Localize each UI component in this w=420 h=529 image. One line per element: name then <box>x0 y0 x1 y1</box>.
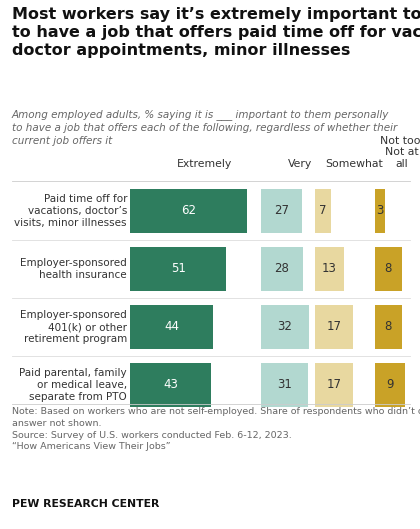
Text: Extremely: Extremely <box>177 159 233 169</box>
Text: Among employed adults, % saying it is ___ important to them personally
to have a: Among employed adults, % saying it is __… <box>12 109 397 145</box>
Text: Paid parental, family
or medical leave,
separate from PTO: Paid parental, family or medical leave, … <box>19 368 127 403</box>
Bar <box>261 305 309 349</box>
Text: 17: 17 <box>326 321 341 333</box>
Text: 13: 13 <box>322 262 337 276</box>
Bar <box>315 189 331 233</box>
Bar <box>375 363 405 407</box>
Text: 8: 8 <box>385 321 392 333</box>
Text: Not too/
Not at
all: Not too/ Not at all <box>380 136 420 169</box>
Bar <box>130 189 247 233</box>
Text: 7: 7 <box>319 205 327 217</box>
Text: 27: 27 <box>274 205 289 217</box>
Text: 28: 28 <box>275 262 289 276</box>
Text: Very: Very <box>288 159 312 169</box>
Bar <box>375 247 402 291</box>
Bar <box>261 189 302 233</box>
Bar <box>261 247 303 291</box>
Text: 32: 32 <box>278 321 292 333</box>
Text: 51: 51 <box>171 262 186 276</box>
Text: 31: 31 <box>277 379 291 391</box>
Text: 43: 43 <box>163 379 178 391</box>
Text: Employer-sponsored
401(k) or other
retirement program: Employer-sponsored 401(k) or other retir… <box>20 309 127 344</box>
Text: 17: 17 <box>326 379 341 391</box>
Text: 44: 44 <box>164 321 179 333</box>
Text: 62: 62 <box>181 205 196 217</box>
Bar <box>130 305 213 349</box>
Text: Somewhat: Somewhat <box>325 159 383 169</box>
Text: Note: Based on workers who are not self-employed. Share of respondents who didn’: Note: Based on workers who are not self-… <box>12 407 420 451</box>
Text: Paid time off for
vacations, doctor’s
visits, minor illnesses: Paid time off for vacations, doctor’s vi… <box>15 194 127 229</box>
Bar <box>315 247 344 291</box>
Text: 9: 9 <box>386 379 394 391</box>
Bar <box>130 363 211 407</box>
Bar <box>375 189 385 233</box>
Text: Employer-sponsored
health insurance: Employer-sponsored health insurance <box>20 258 127 280</box>
Bar <box>315 363 353 407</box>
Bar <box>375 305 402 349</box>
Text: 3: 3 <box>376 205 384 217</box>
Bar <box>315 305 353 349</box>
Text: PEW RESEARCH CENTER: PEW RESEARCH CENTER <box>12 499 159 509</box>
Text: 8: 8 <box>385 262 392 276</box>
Bar <box>130 247 226 291</box>
Text: Most workers say it’s extremely important to them
to have a job that offers paid: Most workers say it’s extremely importan… <box>12 7 420 58</box>
Bar <box>261 363 307 407</box>
